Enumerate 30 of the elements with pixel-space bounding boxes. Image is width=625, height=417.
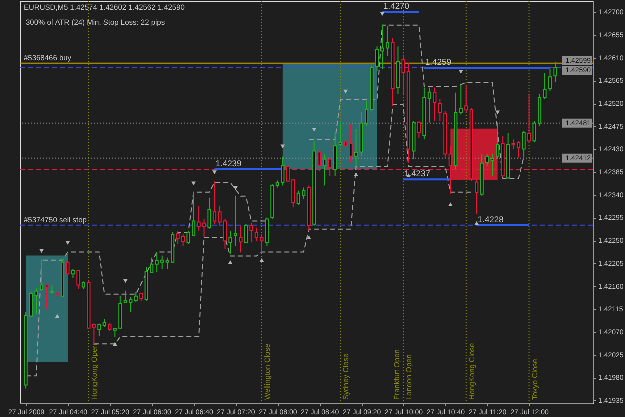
data-label: 1.4270 [384, 1, 410, 12]
candlestick [265, 217, 269, 247]
point [55, 314, 60, 318]
candlestick [490, 154, 494, 177]
point [458, 70, 464, 74]
candlestick [548, 69, 552, 92]
point [112, 342, 118, 346]
candlestick [234, 195, 238, 247]
point [228, 260, 233, 264]
point [260, 258, 264, 262]
data-label: 1.4228 [478, 214, 504, 224]
point [280, 144, 286, 149]
line-series [94, 104, 472, 345]
point [496, 110, 500, 115]
point [344, 90, 348, 94]
point [233, 186, 238, 190]
point [354, 172, 359, 177]
point [448, 202, 453, 206]
point [312, 128, 317, 132]
point [474, 221, 480, 226]
point [66, 241, 70, 246]
point [306, 236, 312, 240]
candlestick [496, 122, 500, 160]
candlestick [475, 178, 479, 215]
data-label: 1.4239 [216, 158, 242, 169]
data-label: 1.4237 [404, 168, 431, 179]
candlestick [554, 61, 558, 83]
candlestick [438, 98, 442, 122]
point [123, 279, 128, 284]
point [212, 170, 217, 174]
